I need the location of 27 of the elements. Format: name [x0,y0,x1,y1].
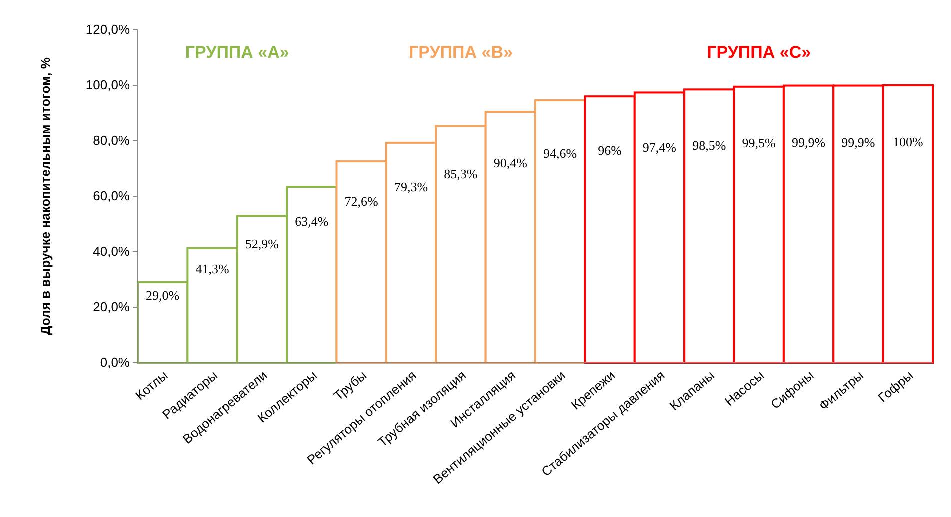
y-tick-label: 60,0% [93,188,130,204]
y-tick-label: 40,0% [93,244,130,259]
data-label: 97,4% [642,140,677,156]
data-label: 90,4% [494,155,528,170]
y-axis-title: Доля в выручке накопительным итогом, % [38,57,53,336]
data-label: 99,9% [792,134,826,150]
data-label: 96% [598,143,622,158]
y-tick-label: 120,0% [86,22,130,37]
data-label: 100% [892,134,924,150]
data-label: 63,4% [295,214,329,229]
data-label: 85,3% [444,166,478,182]
data-label: 99,9% [842,134,876,150]
data-label: 41,3% [196,262,230,277]
data-label: 29,0% [146,288,180,304]
y-tick-label: 0,0% [100,355,130,370]
data-label: 52,9% [245,236,280,252]
data-label: 79,3% [394,179,428,194]
data-label: 99,5% [742,136,776,151]
series-label: ГРУППА «С» [707,43,812,62]
text: ГРУППА «А» [185,43,290,62]
data-label: 94,6% [544,146,578,162]
y-tick-label: 20,0% [93,300,130,314]
y-tick-label: 80,0% [93,133,130,148]
data-label: 72,6% [344,194,379,209]
y-tick-label: 100,0% [86,78,130,92]
text: ГРУППА «В» [408,43,513,62]
data-label: 98,5% [692,138,726,153]
